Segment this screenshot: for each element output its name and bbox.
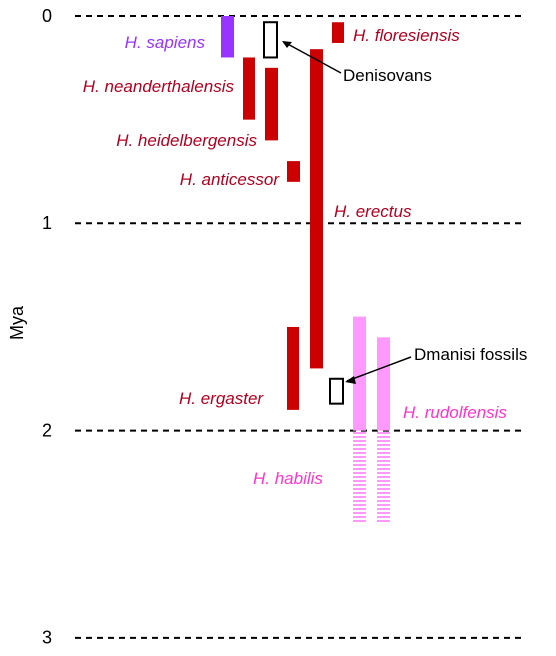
y-tick-label-1: 1 — [42, 213, 52, 233]
species-labels: H. sapiens H. neanderthalensis H. heidel… — [83, 26, 508, 488]
arrowhead-denisovans — [282, 41, 292, 48]
label-rudolfensis: H. rudolfensis — [403, 403, 507, 422]
bar-denisovans — [263, 21, 278, 59]
bar-dmanisi — [329, 377, 344, 405]
annotation-denisovans: Denisovans — [343, 66, 432, 85]
bar-rudolfensis-solid — [353, 316, 366, 431]
arrowhead-dmanisi — [345, 376, 356, 384]
arrow-dmanisi — [346, 356, 412, 382]
gridlines — [75, 15, 525, 639]
bar-ergaster — [287, 326, 299, 410]
y-axis-label: Mya — [7, 305, 27, 340]
annotation-dmanisi: Dmanisi fossils — [414, 345, 527, 364]
label-ergaster: H. ergaster — [179, 389, 264, 408]
label-sapiens: H. sapiens — [125, 33, 206, 52]
bar-neanderthalensis — [243, 57, 255, 120]
label-erectus: H. erectus — [334, 202, 412, 221]
bar-anticessor — [287, 161, 300, 182]
arrow-denisovans — [283, 41, 342, 74]
label-heidelbergensis: H. heidelbergensis — [116, 131, 257, 150]
bar-heidelbergensis — [265, 67, 278, 141]
label-floresiensis: H. floresiensis — [353, 26, 460, 45]
y-tick-label-3: 3 — [42, 628, 52, 648]
bar-habilis-hatched — [377, 430, 390, 524]
bar-sapiens — [221, 16, 234, 58]
bar-erectus — [310, 49, 323, 369]
label-neanderthalensis: H. neanderthalensis — [83, 77, 235, 96]
bar-habilis-solid — [377, 337, 390, 431]
y-tick-label-2: 2 — [42, 420, 52, 440]
label-anticessor: H. anticessor — [180, 170, 281, 189]
species-bars — [221, 16, 390, 524]
y-tick-label-0: 0 — [42, 6, 52, 26]
label-habilis: H. habilis — [253, 469, 323, 488]
y-tick-labels: 0 1 2 3 — [42, 6, 52, 648]
bar-rudolfensis-hatched — [353, 430, 366, 524]
bar-floresiensis — [332, 22, 344, 43]
annotations: Denisovans Dmanisi fossils — [282, 41, 527, 384]
